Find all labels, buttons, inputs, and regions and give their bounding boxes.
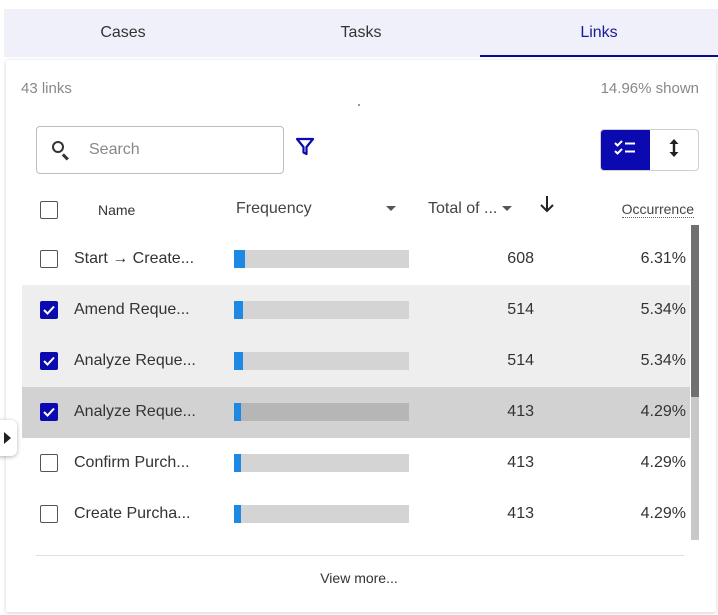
link-name: Start → Create... xyxy=(74,250,195,267)
row-checkbox[interactable] xyxy=(40,454,58,472)
row-checkbox[interactable] xyxy=(40,505,58,523)
divider xyxy=(36,555,684,556)
scrollbar-thumb[interactable] xyxy=(691,225,699,397)
frequency-bar-fill xyxy=(234,403,241,421)
checklist-view-button[interactable] xyxy=(601,130,650,170)
table-row[interactable]: Amend Reque... 514 5.34% xyxy=(22,285,690,336)
total-value: 413 xyxy=(507,505,534,522)
occurrence-value: 4.29% xyxy=(640,505,686,522)
search-box xyxy=(36,126,284,174)
sort-vertical-icon xyxy=(668,138,680,163)
total-value: 413 xyxy=(507,454,534,471)
frequency-bar-fill xyxy=(234,505,241,523)
search-input[interactable] xyxy=(89,141,269,159)
select-all-checkbox[interactable] xyxy=(40,201,58,219)
sort-down-arrow-icon[interactable] xyxy=(538,194,556,219)
frequency-bar xyxy=(234,505,409,523)
tab-links[interactable]: Links xyxy=(480,9,718,57)
tab-bar: Cases Tasks Links xyxy=(4,9,718,57)
search-icon xyxy=(51,140,71,161)
occurrence-value: 5.34% xyxy=(640,352,686,369)
sort-view-button[interactable] xyxy=(650,130,699,170)
frequency-bar-fill xyxy=(234,250,245,268)
total-dropdown-icon[interactable] xyxy=(502,206,512,211)
filter-icon[interactable] xyxy=(294,136,316,158)
row-checkbox[interactable] xyxy=(40,250,58,268)
link-name: Create Purcha... xyxy=(74,505,191,522)
expand-panel-handle[interactable] xyxy=(0,420,17,456)
view-toggle xyxy=(600,129,699,171)
row-checkbox[interactable] xyxy=(40,301,58,319)
column-total[interactable]: Total of ... xyxy=(428,200,498,217)
occurrence-value: 6.31% xyxy=(640,250,686,267)
links-count: 43 links xyxy=(21,80,72,97)
chevron-right-icon xyxy=(4,432,11,444)
table-row[interactable]: Create Purcha... 413 4.29% xyxy=(22,489,690,540)
frequency-bar xyxy=(234,352,409,370)
view-more-link[interactable]: View more... xyxy=(320,570,398,586)
row-checkbox[interactable] xyxy=(40,352,58,370)
frequency-bar xyxy=(234,403,409,421)
link-name: Analyze Reque... xyxy=(74,352,196,369)
total-value: 514 xyxy=(507,352,534,369)
loading-dot xyxy=(358,104,360,106)
frequency-bar xyxy=(234,301,409,319)
frequency-bar-fill xyxy=(234,454,241,472)
table-row[interactable]: Analyze Reque... 514 5.34% xyxy=(22,336,690,387)
tab-tasks[interactable]: Tasks xyxy=(340,24,382,41)
table-row[interactable]: Confirm Purch... 413 4.29% xyxy=(22,438,690,489)
frequency-dropdown-icon[interactable] xyxy=(386,206,396,211)
occurrence-value: 4.29% xyxy=(640,454,686,471)
links-list: Start → Create... 608 6.31% Amend Reque.… xyxy=(22,234,690,540)
column-name[interactable]: Name xyxy=(98,202,136,218)
column-occurrence[interactable]: Occurrence xyxy=(621,201,694,218)
frequency-bar-fill xyxy=(234,352,243,370)
table-header: Name Frequency Total of ... Occurrence xyxy=(22,186,694,230)
tab-cases[interactable]: Cases xyxy=(100,24,146,41)
link-name: Confirm Purch... xyxy=(74,454,190,471)
frequency-bar xyxy=(234,250,409,268)
total-value: 608 xyxy=(507,250,534,267)
frequency-bar xyxy=(234,454,409,472)
link-name: Amend Reque... xyxy=(74,301,190,318)
table-row[interactable]: Start → Create... 608 6.31% xyxy=(22,234,690,285)
column-frequency[interactable]: Frequency xyxy=(236,200,312,217)
occurrence-value: 4.29% xyxy=(640,403,686,420)
total-value: 514 xyxy=(507,301,534,318)
shown-percentage: 14.96% shown xyxy=(600,80,699,97)
row-checkbox[interactable] xyxy=(40,403,58,421)
total-value: 413 xyxy=(507,403,534,420)
table-row[interactable]: Analyze Reque... 413 4.29% xyxy=(22,387,690,438)
frequency-bar-fill xyxy=(234,301,243,319)
occurrence-value: 5.34% xyxy=(640,301,686,318)
link-name: Analyze Reque... xyxy=(74,403,196,420)
checklist-icon xyxy=(614,139,636,162)
